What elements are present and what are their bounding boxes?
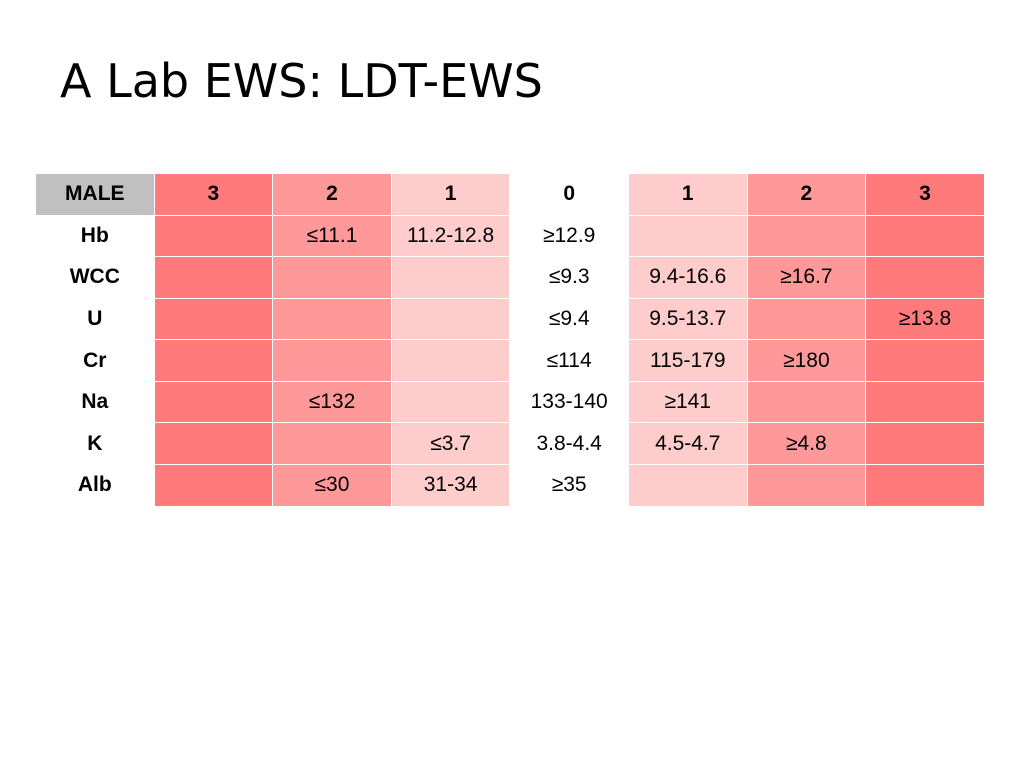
table-cell: 11.2-12.8 — [390, 214, 511, 258]
table-cell — [865, 214, 985, 258]
table-cell — [390, 256, 511, 299]
table-row-u: U ≤9.4 9.5-13.7 ≥13.8 — [35, 297, 985, 341]
score-header-high-1: 1 — [627, 173, 748, 216]
row-label: K — [35, 422, 155, 465]
table-cell: ≤3.7 — [390, 422, 511, 465]
score-header-high-2: 2 — [746, 173, 867, 216]
score-header-low-3: 3 — [153, 173, 274, 216]
score-header-low-2: 2 — [272, 173, 392, 216]
table-row-na: Na ≤132 133-140 ≥141 — [35, 380, 985, 424]
table-cell: ≤114 — [509, 339, 629, 382]
ews-scoring-table: MALE 3 2 1 0 1 2 3 Hb ≤11.1 11.2-12.8 ≥1… — [35, 173, 985, 507]
table-cell — [746, 214, 867, 258]
table-cell: 133-140 — [509, 380, 629, 424]
table-cell — [153, 339, 274, 382]
row-label: Hb — [35, 214, 155, 258]
row-label: Alb — [35, 463, 155, 507]
table-cell: ≥12.9 — [509, 214, 629, 258]
table-cell: 9.4-16.6 — [627, 256, 748, 299]
table-cell — [746, 463, 867, 507]
table-cell — [746, 380, 867, 424]
table-header-row: MALE 3 2 1 0 1 2 3 — [35, 173, 985, 216]
table-cell — [865, 256, 985, 299]
table-cell — [627, 214, 748, 258]
row-label: WCC — [35, 256, 155, 299]
table-cell — [153, 422, 274, 465]
table-cell — [390, 297, 511, 341]
sex-label-header: MALE — [35, 173, 155, 216]
table-cell — [865, 422, 985, 465]
table-cell — [390, 339, 511, 382]
table-cell — [746, 297, 867, 341]
table-cell: ≥35 — [509, 463, 629, 507]
row-label: U — [35, 297, 155, 341]
table-row-wcc: WCC ≤9.3 9.4-16.6 ≥16.7 — [35, 256, 985, 299]
table-cell: ≤30 — [272, 463, 392, 507]
table-cell — [153, 297, 274, 341]
table-cell — [627, 463, 748, 507]
table-row-hb: Hb ≤11.1 11.2-12.8 ≥12.9 — [35, 214, 985, 258]
table-cell: ≤11.1 — [272, 214, 392, 258]
table-cell — [390, 380, 511, 424]
table-cell — [272, 422, 392, 465]
table-row-cr: Cr ≤114 115-179 ≥180 — [35, 339, 985, 382]
slide-title: A Lab EWS: LDT-EWS — [60, 54, 543, 108]
table-cell: ≥141 — [627, 380, 748, 424]
table-cell: ≥4.8 — [746, 422, 867, 465]
row-label: Cr — [35, 339, 155, 382]
table-cell: 3.8-4.4 — [509, 422, 629, 465]
table-cell — [272, 256, 392, 299]
table-cell — [272, 339, 392, 382]
table-cell: 4.5-4.7 — [627, 422, 748, 465]
table-cell: 115-179 — [627, 339, 748, 382]
table-cell — [272, 297, 392, 341]
table-cell — [865, 380, 985, 424]
table-cell: ≤9.4 — [509, 297, 629, 341]
row-label: Na — [35, 380, 155, 424]
table-cell — [153, 380, 274, 424]
table-cell — [865, 463, 985, 507]
table-cell: 31-34 — [390, 463, 511, 507]
score-header-low-1: 1 — [390, 173, 511, 216]
table-cell: ≥16.7 — [746, 256, 867, 299]
table-cell — [153, 214, 274, 258]
table-cell: 9.5-13.7 — [627, 297, 748, 341]
table-cell — [153, 256, 274, 299]
table-row-k: K ≤3.7 3.8-4.4 4.5-4.7 ≥4.8 — [35, 422, 985, 465]
table-cell: ≥180 — [746, 339, 867, 382]
table-cell — [865, 339, 985, 382]
score-header-0: 0 — [509, 173, 629, 216]
table-cell: ≤132 — [272, 380, 392, 424]
table-cell — [153, 463, 274, 507]
table-cell: ≥13.8 — [865, 297, 985, 341]
table-cell: ≤9.3 — [509, 256, 629, 299]
table-row-alb: Alb ≤30 31-34 ≥35 — [35, 463, 985, 507]
score-header-high-3: 3 — [865, 173, 985, 216]
